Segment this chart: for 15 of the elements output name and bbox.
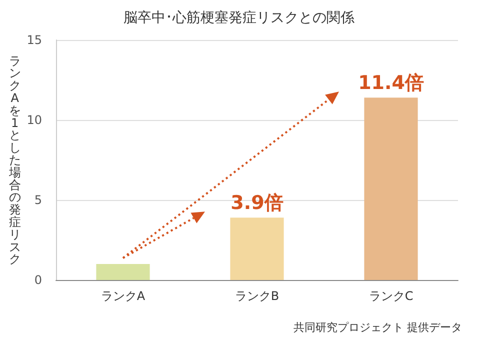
bar [230,218,284,280]
bar [96,264,150,280]
data-label: 11.4倍 [358,72,424,94]
x-tick-label: ランクB [234,289,280,303]
bar [364,98,418,280]
text: 共同研究プロジェクト 提供データ [294,321,462,334]
y-tick-label: 5 [34,193,42,207]
y-tick-label: 0 [34,273,42,287]
y-tick-label: 15 [26,33,42,47]
text: ランクAを1とした場合の発症リスク [8,54,21,266]
x-tick-label: ランクC [368,289,414,303]
data-label: 3.9倍 [230,192,284,214]
chart-title: 脳卒中･心筋梗塞発症リスクとの関係 [124,10,354,26]
y-tick-label: 10 [26,113,42,127]
x-tick-label: ランクA [100,289,146,303]
